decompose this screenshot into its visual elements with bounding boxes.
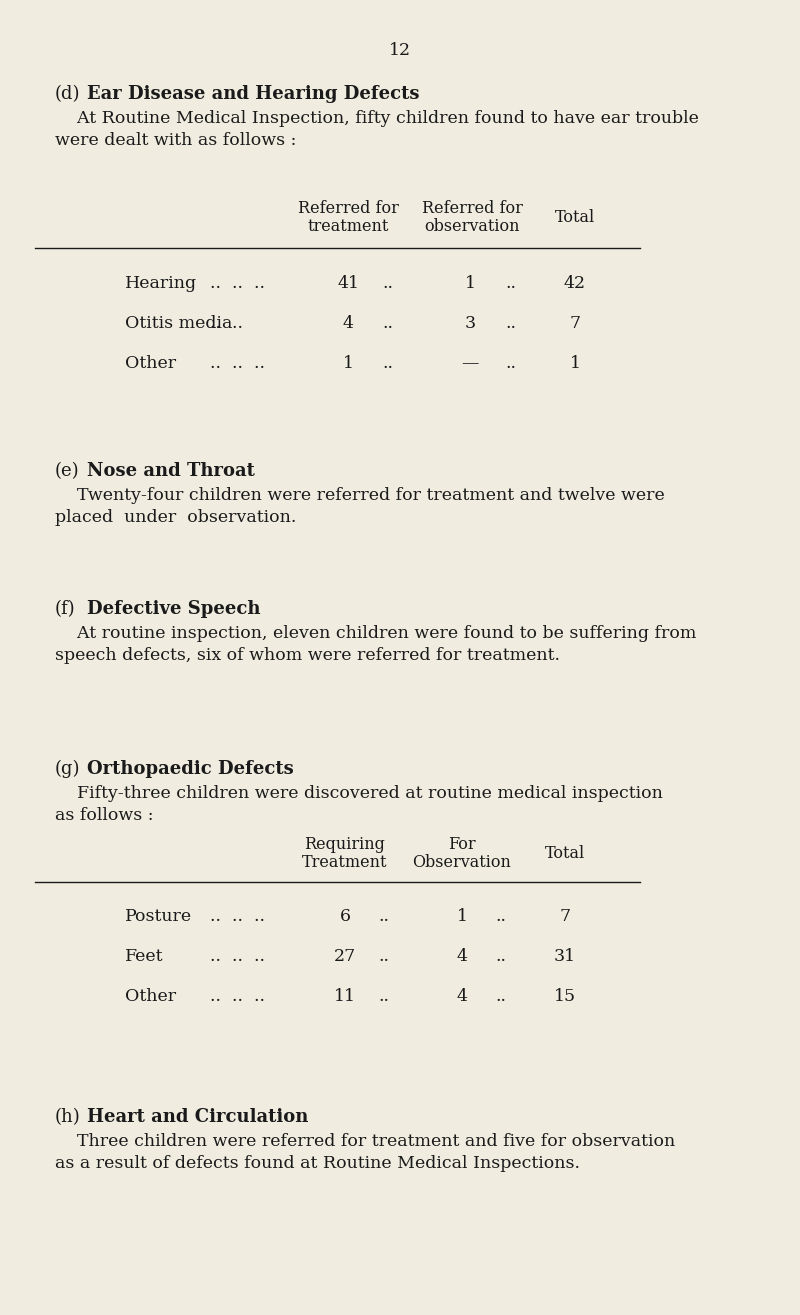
Text: ..  ..  ..: .. .. .. bbox=[210, 907, 265, 924]
Text: ..: .. bbox=[378, 907, 389, 924]
Text: (h): (h) bbox=[55, 1109, 81, 1126]
Text: 1: 1 bbox=[342, 355, 354, 372]
Text: ..: .. bbox=[378, 988, 389, 1005]
Text: ..: .. bbox=[505, 316, 516, 331]
Text: ..: .. bbox=[495, 907, 506, 924]
Text: 27: 27 bbox=[334, 948, 356, 965]
Text: 6: 6 bbox=[339, 907, 350, 924]
Text: ..: .. bbox=[505, 275, 516, 292]
Text: 1: 1 bbox=[570, 355, 581, 372]
Text: Hearing: Hearing bbox=[125, 275, 197, 292]
Text: Posture: Posture bbox=[125, 907, 192, 924]
Text: 7: 7 bbox=[570, 316, 581, 331]
Text: ..  ..  ..: .. .. .. bbox=[210, 948, 265, 965]
Text: At Routine Medical Inspection, fifty children found to have ear trouble: At Routine Medical Inspection, fifty chi… bbox=[55, 110, 699, 128]
Text: Total: Total bbox=[545, 846, 585, 863]
Text: 15: 15 bbox=[554, 988, 576, 1005]
Text: ..: .. bbox=[382, 316, 393, 331]
Text: ..: .. bbox=[382, 355, 393, 372]
Text: were dealt with as follows :: were dealt with as follows : bbox=[55, 132, 296, 149]
Text: 1: 1 bbox=[457, 907, 467, 924]
Text: Requiring: Requiring bbox=[305, 836, 386, 853]
Text: Other: Other bbox=[125, 355, 176, 372]
Text: placed  under  observation.: placed under observation. bbox=[55, 509, 296, 526]
Text: 41: 41 bbox=[337, 275, 359, 292]
Text: as a result of defects found at Routine Medical Inspections.: as a result of defects found at Routine … bbox=[55, 1155, 580, 1172]
Text: Total: Total bbox=[555, 209, 595, 226]
Text: 11: 11 bbox=[334, 988, 356, 1005]
Text: Heart and Circulation: Heart and Circulation bbox=[87, 1109, 308, 1126]
Text: (e): (e) bbox=[55, 462, 80, 480]
Text: Nose and Throat: Nose and Throat bbox=[87, 462, 255, 480]
Text: Treatment: Treatment bbox=[302, 853, 388, 871]
Text: 7: 7 bbox=[559, 907, 570, 924]
Text: treatment: treatment bbox=[307, 218, 389, 235]
Text: 1: 1 bbox=[465, 275, 475, 292]
Text: Fifty-three children were discovered at routine medical inspection: Fifty-three children were discovered at … bbox=[55, 785, 663, 802]
Text: ..  ..  ..: .. .. .. bbox=[210, 275, 265, 292]
Text: For: For bbox=[448, 836, 476, 853]
Text: 4: 4 bbox=[457, 988, 467, 1005]
Text: Otitis media: Otitis media bbox=[125, 316, 232, 331]
Text: ..: .. bbox=[495, 948, 506, 965]
Text: observation: observation bbox=[424, 218, 520, 235]
Text: 4: 4 bbox=[342, 316, 354, 331]
Text: Referred for: Referred for bbox=[298, 200, 398, 217]
Text: At routine inspection, eleven children were found to be suffering from: At routine inspection, eleven children w… bbox=[55, 625, 696, 642]
Text: (d): (d) bbox=[55, 85, 81, 103]
Text: 3: 3 bbox=[465, 316, 475, 331]
Text: 31: 31 bbox=[554, 948, 576, 965]
Text: (f): (f) bbox=[55, 600, 76, 618]
Text: Other: Other bbox=[125, 988, 176, 1005]
Text: ..  ..  ..: .. .. .. bbox=[210, 988, 265, 1005]
Text: —: — bbox=[462, 355, 478, 372]
Text: Three children were referred for treatment and five for observation: Three children were referred for treatme… bbox=[55, 1134, 675, 1151]
Text: ..  ..  ..: .. .. .. bbox=[210, 355, 265, 372]
Text: (g): (g) bbox=[55, 760, 81, 778]
Text: as follows :: as follows : bbox=[55, 807, 154, 825]
Text: Twenty-four children were referred for treatment and twelve were: Twenty-four children were referred for t… bbox=[55, 487, 665, 504]
Text: ..: .. bbox=[382, 275, 393, 292]
Text: Observation: Observation bbox=[413, 853, 511, 871]
Text: Orthopaedic Defects: Orthopaedic Defects bbox=[87, 760, 294, 778]
Text: Defective Speech: Defective Speech bbox=[87, 600, 261, 618]
Text: ..: .. bbox=[495, 988, 506, 1005]
Text: Ear Disease and Hearing Defects: Ear Disease and Hearing Defects bbox=[87, 85, 419, 103]
Text: speech defects, six of whom were referred for treatment.: speech defects, six of whom were referre… bbox=[55, 647, 560, 664]
Text: ..: .. bbox=[378, 948, 389, 965]
Text: ..  ..: .. .. bbox=[210, 316, 243, 331]
Text: Referred for: Referred for bbox=[422, 200, 522, 217]
Text: 4: 4 bbox=[457, 948, 467, 965]
Text: 42: 42 bbox=[564, 275, 586, 292]
Text: 12: 12 bbox=[389, 42, 411, 59]
Text: Feet: Feet bbox=[125, 948, 163, 965]
Text: ..: .. bbox=[505, 355, 516, 372]
